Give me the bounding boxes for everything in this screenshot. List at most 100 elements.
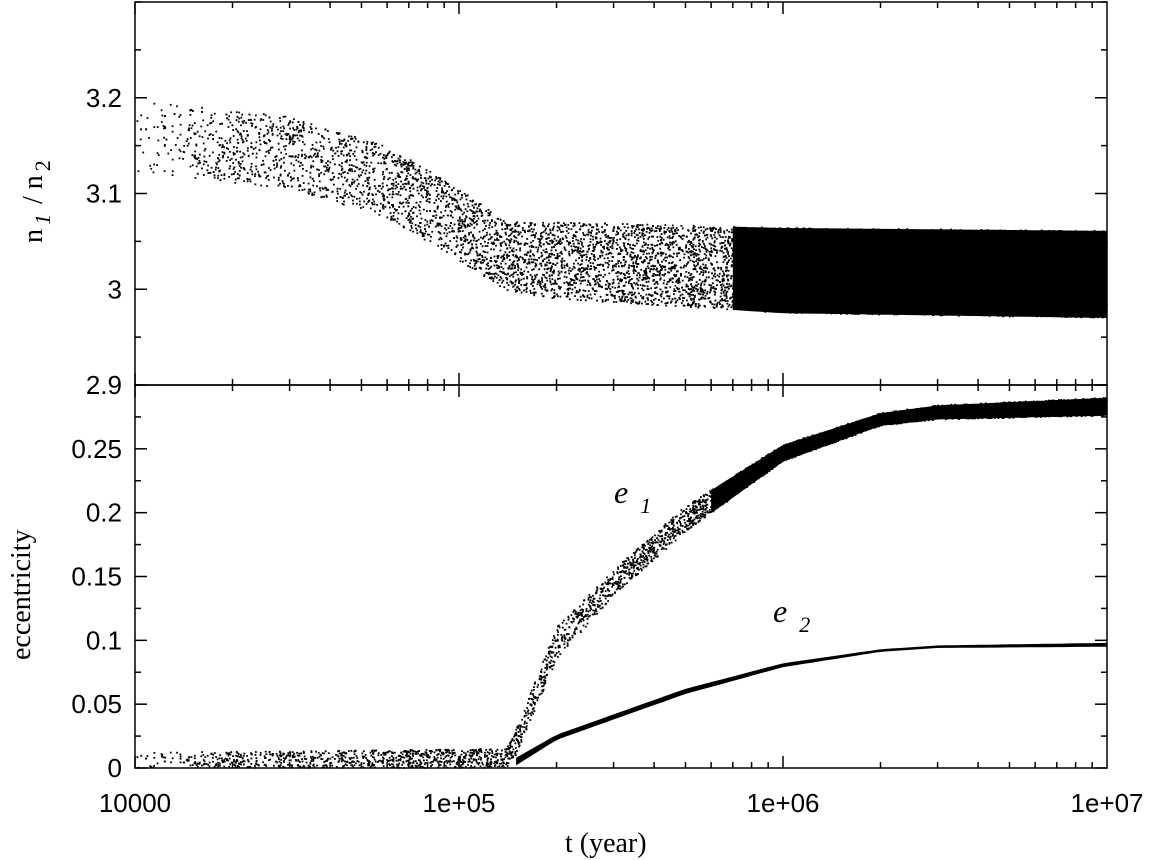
data-point: [685, 271, 688, 273]
data-point: [513, 271, 515, 274]
data-point: [386, 168, 388, 170]
data-point: [313, 193, 315, 196]
data-point: [637, 237, 640, 239]
data-point: [524, 259, 526, 261]
data-point: [525, 253, 528, 256]
data-point: [571, 268, 574, 271]
data-point: [553, 270, 555, 273]
data-point: [603, 268, 605, 271]
data-point: [236, 177, 239, 180]
data-point: [700, 229, 703, 232]
data-point: [620, 272, 623, 274]
data-point: [487, 214, 490, 217]
data-point: [604, 287, 607, 290]
data-point: [465, 253, 468, 256]
data-point: [435, 190, 438, 192]
data-point: [533, 294, 536, 297]
data-point: [436, 187, 439, 189]
data-point: [270, 130, 273, 132]
data-point: [688, 295, 691, 298]
data-point: [358, 200, 361, 203]
data-point: [553, 225, 555, 228]
data-point: [704, 270, 707, 272]
data-point: [429, 194, 431, 196]
data-point: [713, 240, 716, 243]
data-point: [451, 203, 454, 205]
data-point: [612, 239, 614, 241]
data-point: [621, 265, 623, 268]
data-point: [508, 266, 511, 269]
data-point: [240, 116, 243, 119]
data-point: [323, 137, 326, 140]
data-point: [442, 245, 445, 248]
data-point: [534, 274, 536, 277]
data-point: [491, 220, 493, 223]
data-point: [657, 270, 659, 273]
data-point: [288, 142, 291, 145]
data-point: [670, 267, 673, 270]
data-point: [726, 261, 729, 264]
data-point: [604, 300, 607, 302]
data-point: [479, 267, 482, 269]
data-point: [364, 180, 367, 183]
data-point: [454, 193, 457, 196]
data-point: [613, 265, 616, 267]
data-point: [695, 260, 698, 263]
data-point: [346, 172, 349, 175]
data-point: [495, 229, 498, 232]
data-point: [523, 261, 526, 263]
data-point: [358, 168, 361, 171]
data-point: [568, 298, 571, 301]
data-point: [237, 162, 240, 165]
data-point: [309, 126, 312, 128]
data-point: [226, 117, 228, 120]
data-point: [633, 264, 635, 267]
data-point: [630, 234, 633, 237]
data-point: [482, 261, 484, 264]
data-point: [278, 132, 281, 135]
data-point: [377, 154, 380, 156]
data-point: [684, 289, 686, 292]
data-point: [545, 277, 548, 279]
data-point: [268, 167, 270, 169]
data-point: [487, 212, 490, 214]
data-point: [504, 228, 506, 230]
data-point: [655, 230, 658, 232]
data-point: [246, 172, 249, 174]
data-point: [611, 286, 614, 289]
data-point: [519, 255, 522, 258]
data-point: [685, 263, 688, 266]
data-point: [490, 277, 493, 280]
data-point: [652, 235, 654, 238]
data-point: [506, 225, 509, 227]
data-point: [728, 283, 731, 286]
data-point: [581, 254, 584, 257]
data-point: [366, 142, 368, 145]
data-point: [288, 172, 291, 175]
data-point: [442, 191, 445, 194]
data-point: [250, 119, 252, 121]
data-point: [598, 278, 601, 280]
data-point: [648, 262, 651, 265]
data-point: [457, 208, 459, 210]
data-point: [227, 148, 229, 150]
data-point: [474, 221, 477, 224]
data-point: [476, 254, 479, 257]
data-point: [315, 149, 318, 152]
data-point: [485, 272, 488, 274]
data-point: [393, 208, 396, 210]
data-point: [716, 261, 718, 264]
data-point: [544, 283, 547, 285]
data-point: [578, 222, 581, 224]
data-point: [471, 243, 473, 246]
data-point: [704, 271, 707, 273]
data-point: [260, 184, 263, 187]
data-point: [539, 239, 541, 242]
data-point: [398, 222, 401, 225]
data-point: [285, 153, 287, 155]
data-point: [401, 171, 404, 174]
data-point: [425, 196, 427, 198]
data-point: [473, 260, 476, 262]
data-point: [319, 189, 322, 192]
data-point: [678, 235, 680, 237]
